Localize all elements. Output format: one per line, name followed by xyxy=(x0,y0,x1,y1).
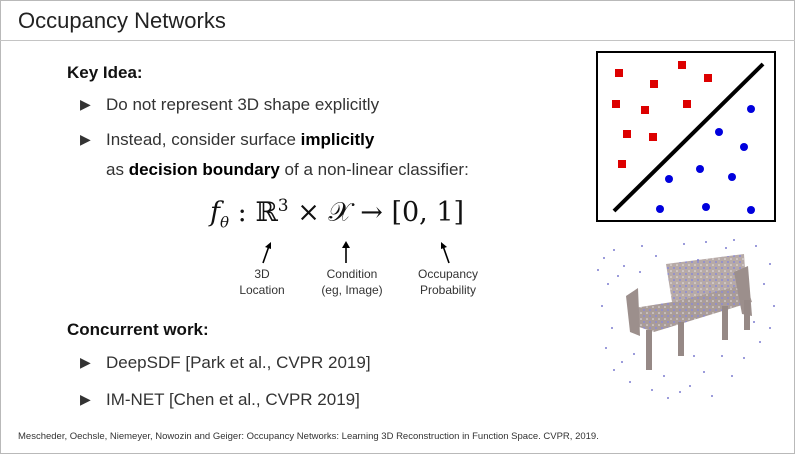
bullet-text: DeepSDF [Park et al., CVPR 2019] xyxy=(106,353,371,372)
arrow-up-icon xyxy=(342,241,350,263)
scattered-points xyxy=(597,239,775,399)
blue-dot xyxy=(696,165,704,173)
triangle-right-icon: ▶ xyxy=(80,354,91,370)
decision-boundary-line xyxy=(612,62,765,213)
red-square xyxy=(618,160,626,168)
arrow-up-icon xyxy=(441,242,450,264)
red-square xyxy=(623,130,631,138)
red-square xyxy=(704,74,712,82)
red-square xyxy=(641,106,649,114)
blue-dot xyxy=(702,203,710,211)
red-square xyxy=(650,80,658,88)
bullet-text: IM-NET [Chen et al., CVPR 2019] xyxy=(106,390,360,409)
blue-dot xyxy=(747,206,755,214)
concurrent-work-heading: Concurrent work: xyxy=(67,320,209,339)
bullet-continuation: as decision boundary of a non-linear cla… xyxy=(106,160,469,179)
arrow-up-icon xyxy=(262,242,271,264)
bench-point-cloud-image xyxy=(597,239,775,399)
triangle-right-icon: ▶ xyxy=(80,131,91,147)
annotation-condition: Condition (eg, Image) xyxy=(321,267,383,297)
decision-boundary-diagram xyxy=(596,51,776,222)
blue-samples xyxy=(656,105,755,214)
bench-shape xyxy=(626,254,752,370)
blue-dot xyxy=(656,205,664,213)
occupancy-function-formula: fθ : ℝ3 × 𝒳 → [0, 1] xyxy=(210,196,465,232)
key-idea-heading: Key Idea: xyxy=(67,63,143,82)
blue-dot xyxy=(740,143,748,151)
red-square xyxy=(683,100,691,108)
title-divider xyxy=(0,40,795,41)
emphasis-text: decision boundary xyxy=(128,160,280,179)
red-square xyxy=(649,133,657,141)
bullet-text: Do not represent 3D shape explicitly xyxy=(106,95,380,114)
blue-dot xyxy=(728,173,736,181)
red-square xyxy=(612,100,620,108)
blue-dot xyxy=(665,175,673,183)
citation-footer: Mescheder, Oechsle, Niemeyer, Nowozin an… xyxy=(18,431,599,442)
annotation-3d-location: 3D Location xyxy=(239,267,285,297)
red-square xyxy=(615,69,623,77)
red-samples xyxy=(612,61,712,168)
blue-dot xyxy=(715,128,723,136)
bullet-text: Instead, consider surface implicitly xyxy=(106,130,375,149)
triangle-right-icon: ▶ xyxy=(80,391,91,407)
annotation-occupancy-probability: Occupancy Probability xyxy=(417,267,479,297)
slide-title: Occupancy Networks xyxy=(18,8,226,33)
emphasis-text: implicitly xyxy=(300,130,375,149)
triangle-right-icon: ▶ xyxy=(80,96,91,112)
blue-dot xyxy=(747,105,755,113)
red-square xyxy=(678,61,686,69)
